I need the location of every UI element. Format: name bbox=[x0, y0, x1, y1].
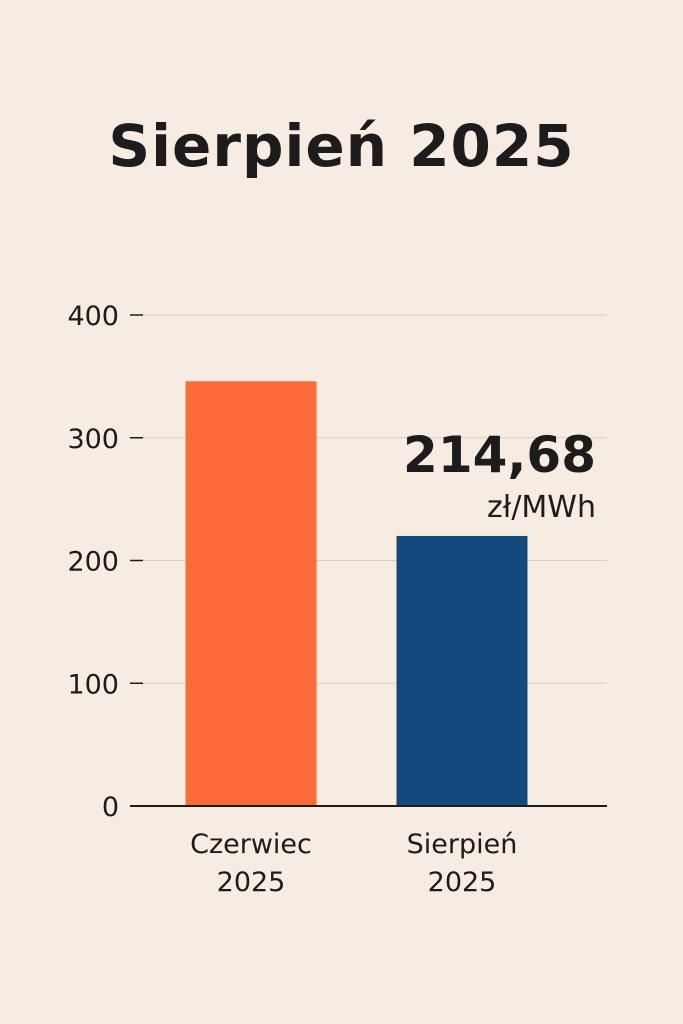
y-tick-label: 0 bbox=[102, 792, 119, 823]
y-tick-label: 400 bbox=[67, 301, 119, 332]
bars bbox=[185, 381, 528, 806]
annotation-unit: zł/MWh bbox=[487, 490, 596, 525]
x-tick-label: 2025 bbox=[217, 867, 286, 898]
annotation-value: 214,68 bbox=[403, 426, 596, 484]
chart-title: Sierpień 2025 bbox=[108, 112, 575, 180]
bar bbox=[185, 381, 317, 806]
annotation: 214,68 zł/MWh bbox=[403, 426, 596, 525]
category-labels: Czerwiec 2025 Sierpień 2025 bbox=[190, 829, 517, 898]
x-tick-label: Czerwiec bbox=[190, 829, 312, 860]
bar bbox=[396, 535, 528, 806]
y-tick-label: 100 bbox=[67, 669, 119, 700]
x-tick-label: Sierpień bbox=[407, 829, 518, 860]
y-tick-label: 200 bbox=[67, 547, 119, 578]
y-axis: 0 100 200 300 400 bbox=[67, 301, 143, 823]
x-tick-label: 2025 bbox=[428, 867, 497, 898]
y-tick-label: 300 bbox=[67, 424, 119, 455]
